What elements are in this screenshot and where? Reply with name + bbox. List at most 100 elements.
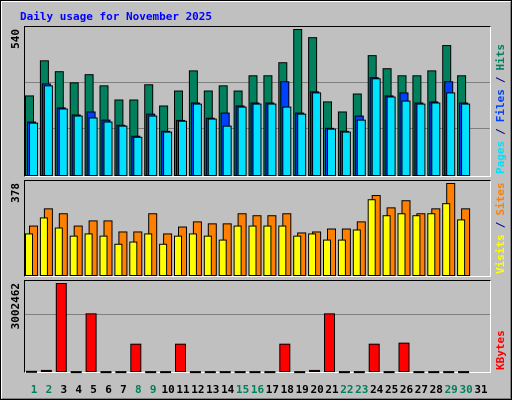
x-tick-label: 18 — [281, 383, 294, 396]
bar — [442, 203, 451, 276]
x-tick-label: 1 — [31, 383, 38, 396]
bar — [129, 241, 138, 276]
bar — [69, 235, 78, 276]
bar — [428, 371, 440, 374]
bar — [54, 227, 63, 277]
bar — [282, 106, 292, 176]
bar — [148, 115, 158, 176]
x-tick-label: 8 — [135, 383, 142, 396]
bar — [115, 371, 127, 374]
bar — [263, 225, 272, 276]
bar — [73, 115, 83, 176]
x-tick-label: 3 — [60, 383, 67, 396]
bar — [40, 369, 52, 373]
legend-separator: / — [494, 221, 507, 228]
bar — [234, 371, 246, 374]
x-tick-label: 23 — [355, 383, 368, 396]
bar — [308, 233, 317, 276]
x-tick-label: 19 — [296, 383, 309, 396]
bar — [367, 199, 376, 276]
bar — [371, 78, 381, 176]
bar — [337, 239, 346, 276]
bar — [85, 313, 97, 372]
legend-separator: / — [494, 128, 507, 135]
x-tick-label: 4 — [75, 383, 82, 396]
bar — [427, 213, 436, 276]
bar — [175, 343, 186, 372]
bar — [103, 121, 113, 176]
bar — [249, 371, 261, 374]
bar — [26, 370, 37, 373]
bar — [39, 217, 48, 276]
bar — [145, 371, 157, 374]
bar — [29, 122, 38, 177]
x-tick-label: 14 — [221, 383, 235, 396]
bar — [327, 128, 336, 176]
bar — [413, 371, 425, 374]
bar — [338, 371, 350, 374]
bar — [248, 225, 257, 276]
bar — [368, 343, 380, 372]
bar — [159, 243, 168, 276]
x-tick-label: 28 — [430, 383, 443, 396]
bar — [188, 233, 197, 276]
x-tick-label: 11 — [176, 383, 190, 396]
legend: Pages / Files / Hits — [494, 44, 507, 174]
bar — [207, 118, 217, 176]
x-tick-label: 6 — [105, 383, 112, 396]
bar — [237, 106, 247, 176]
bar — [178, 120, 187, 177]
bar — [324, 313, 335, 372]
panel — [24, 280, 491, 373]
bar — [218, 239, 227, 276]
bar — [386, 96, 396, 176]
legend-separator: / — [494, 76, 507, 83]
bar — [416, 103, 426, 176]
x-tick-label: 9 — [150, 383, 157, 396]
legend-entry: Visits — [494, 234, 507, 274]
legend: Visits / Sites — [494, 183, 507, 275]
bar — [431, 102, 441, 176]
bar — [222, 125, 232, 176]
x-tick-label: 26 — [400, 383, 414, 396]
bar — [174, 235, 182, 276]
bar — [114, 243, 123, 276]
x-tick-label: 10 — [161, 383, 174, 396]
bar — [70, 371, 82, 374]
bar — [279, 343, 291, 372]
bar — [43, 85, 53, 176]
panel-edge — [24, 180, 491, 277]
bar — [84, 233, 93, 276]
bar — [203, 235, 212, 276]
bar — [353, 371, 365, 374]
y-tick-label: 540 — [9, 29, 22, 49]
bar — [382, 215, 391, 277]
bar — [100, 371, 112, 374]
x-tick-label: 22 — [340, 383, 353, 396]
x-tick-label: 30 — [459, 383, 472, 396]
legend-entry: Pages — [494, 141, 507, 174]
bar — [443, 371, 455, 374]
bar — [267, 103, 277, 176]
bar — [252, 103, 262, 176]
bar — [118, 125, 128, 176]
x-tick-label: 13 — [206, 383, 219, 396]
x-tick-label: 15 — [236, 383, 249, 396]
bar — [88, 117, 98, 176]
x-tick-label: 12 — [191, 383, 204, 396]
x-tick-label: 17 — [266, 383, 279, 396]
bar — [412, 215, 421, 277]
bar — [312, 92, 322, 176]
legend-entry: KBytes — [494, 330, 507, 370]
panel-edge — [24, 280, 491, 373]
bar — [309, 369, 321, 373]
x-tick-label: 20 — [310, 383, 323, 396]
bar — [133, 136, 143, 177]
bar — [55, 283, 67, 372]
x-tick-label: 7 — [120, 383, 127, 396]
bar — [461, 103, 471, 176]
bar — [356, 119, 366, 176]
x-tick-label: 27 — [415, 383, 428, 396]
